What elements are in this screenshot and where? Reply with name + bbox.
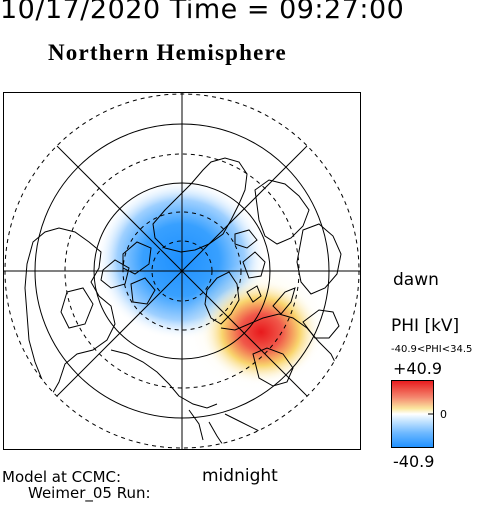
midnight-label: midnight (202, 466, 278, 486)
legend-title: PHI [kV] (391, 316, 460, 336)
legend-range: -40.9<PHI<34.5 (391, 344, 473, 355)
run-label: Weimer_05 Run: (28, 484, 151, 502)
polar-map (3, 92, 361, 450)
meridian-lines (3, 92, 361, 450)
header-datetime: 10/17/2020 Time = 09:27:00 (0, 0, 405, 25)
legend-zero-label: 0 (440, 408, 447, 421)
model-label: Model at CCMC: (2, 468, 122, 486)
positive-potential-cell (201, 280, 321, 384)
dawn-label: dawn (393, 270, 439, 290)
legend-min-label: -40.9 (393, 452, 435, 471)
legend-max-label: +40.9 (393, 359, 443, 378)
page-title: Northern Hemisphere (48, 40, 287, 65)
colorbar (391, 380, 434, 448)
